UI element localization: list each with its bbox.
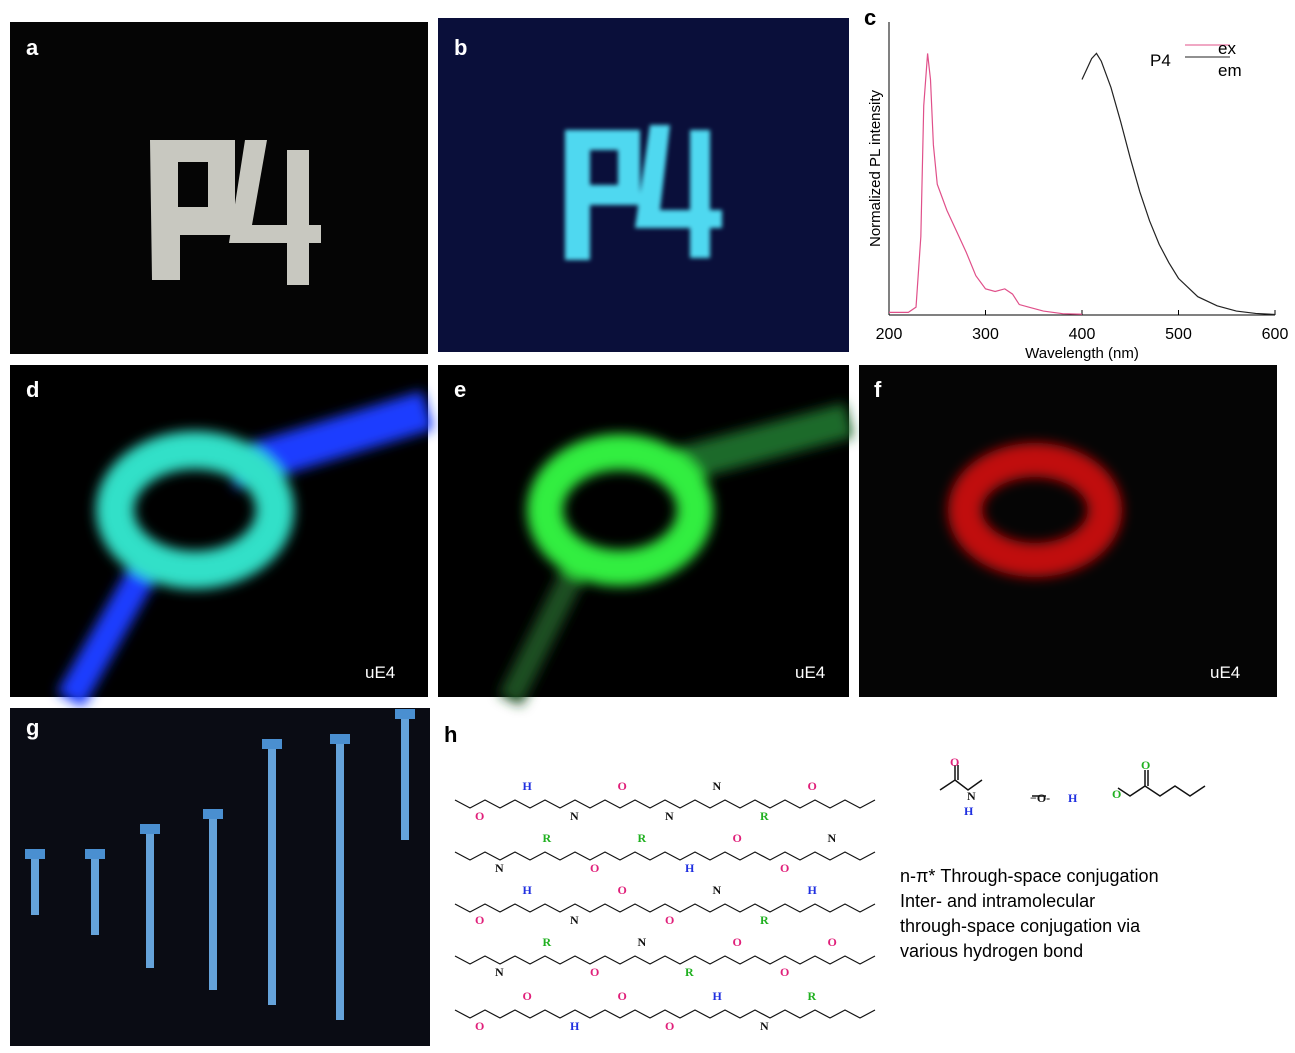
- chain: [455, 956, 875, 964]
- x-tick-label: 300: [972, 326, 999, 343]
- strip: [268, 745, 276, 1005]
- panel-label: b: [454, 35, 467, 60]
- atom: H: [1068, 791, 1078, 805]
- atom: O: [828, 935, 837, 949]
- x-axis-label: Wavelength (nm): [1025, 345, 1139, 362]
- atom: R: [808, 989, 817, 1003]
- atom: H: [570, 1019, 580, 1033]
- atom: R: [543, 831, 552, 845]
- description: n-π* Through-space conjugation: [900, 866, 1159, 886]
- atom: N: [570, 913, 579, 927]
- series-line: [1082, 53, 1275, 314]
- strip-end: [203, 809, 223, 819]
- atom: N: [570, 809, 579, 823]
- atom: O: [950, 755, 959, 769]
- panel-label: c: [864, 5, 876, 30]
- description: through-space conjugation via: [900, 916, 1141, 936]
- atom: O: [590, 965, 599, 979]
- strip-end: [262, 739, 282, 749]
- series-line: [889, 53, 1082, 314]
- photo-caption: uE4: [1210, 663, 1240, 682]
- chain: [455, 904, 875, 912]
- atom: O: [733, 935, 742, 949]
- atom: N: [713, 779, 722, 793]
- photo-f: [859, 365, 1277, 697]
- atom: H: [523, 883, 533, 897]
- panel-label: d: [26, 377, 39, 402]
- atom: R: [685, 965, 694, 979]
- strip: [91, 855, 99, 935]
- strip-end: [395, 709, 415, 719]
- strip: [336, 740, 344, 1020]
- chain: [455, 800, 875, 808]
- description: Inter- and intramolecular: [900, 891, 1095, 911]
- y-axis-label: Normalized PL intensity: [867, 89, 884, 247]
- strip-end: [85, 849, 105, 859]
- atom: O: [618, 883, 627, 897]
- atom: O: [1141, 758, 1150, 772]
- panel-label: f: [874, 377, 882, 402]
- description: various hydrogen bond: [900, 941, 1083, 961]
- strip: [209, 815, 217, 990]
- atom: O: [780, 861, 789, 875]
- atom: O: [665, 1019, 674, 1033]
- photo-caption: uE4: [795, 663, 825, 682]
- atom: H: [685, 861, 695, 875]
- atom: O: [475, 1019, 484, 1033]
- panel-label: a: [26, 35, 39, 60]
- x-tick-label: 200: [876, 326, 903, 343]
- atom: N: [967, 789, 976, 803]
- atom: R: [638, 831, 647, 845]
- atom: N: [495, 965, 504, 979]
- panel-label: g: [26, 715, 39, 740]
- photo-e: [438, 365, 849, 697]
- x-tick-label: 600: [1262, 326, 1289, 343]
- legend-label: ex: [1218, 39, 1236, 58]
- atom: R: [760, 809, 769, 823]
- strip-end: [330, 734, 350, 744]
- atom: O: [665, 913, 674, 927]
- panel-label: h: [444, 722, 457, 747]
- atom: H: [808, 883, 818, 897]
- strip: [31, 855, 39, 915]
- atom: N: [495, 861, 504, 875]
- strip-end: [25, 849, 45, 859]
- panel-label: e: [454, 377, 466, 402]
- atom: N: [713, 883, 722, 897]
- x-tick-label: 500: [1165, 326, 1192, 343]
- strip-end: [140, 824, 160, 834]
- chain: [455, 1010, 875, 1018]
- chain: [455, 852, 875, 860]
- strip: [401, 715, 409, 840]
- atom: H: [713, 989, 723, 1003]
- photo-caption: uE4: [365, 663, 395, 682]
- atom: O: [590, 861, 599, 875]
- atom: O: [475, 913, 484, 927]
- atom: O: [618, 989, 627, 1003]
- atom: O: [733, 831, 742, 845]
- atom: R: [760, 913, 769, 927]
- atom: O: [1112, 787, 1121, 801]
- atom: R: [543, 935, 552, 949]
- atom: O: [808, 779, 817, 793]
- atom: O: [475, 809, 484, 823]
- atom: O: [780, 965, 789, 979]
- legend-label: em: [1218, 61, 1242, 80]
- page: a b c d e f g h uE4 uE4 uE4 200 300 400 500 600 Waveleng…: [0, 0, 1295, 1053]
- atom: O: [523, 989, 532, 1003]
- atom: N: [638, 935, 647, 949]
- figure: a b c d e f g h uE4 uE4 uE4 200 300 400 500 600 Waveleng…: [0, 0, 1295, 1048]
- strip: [146, 830, 154, 968]
- atom: N: [760, 1019, 769, 1033]
- photo-g: [10, 708, 430, 1046]
- legend-title: P4: [1150, 51, 1171, 70]
- x-tick-label: 400: [1069, 326, 1096, 343]
- atom: N: [665, 809, 674, 823]
- atom: H: [964, 804, 974, 818]
- polymer-network: [455, 800, 875, 1018]
- atom: O: [618, 779, 627, 793]
- atom: H: [523, 779, 533, 793]
- atom: N: [828, 831, 837, 845]
- atom: −O-: [1030, 791, 1050, 805]
